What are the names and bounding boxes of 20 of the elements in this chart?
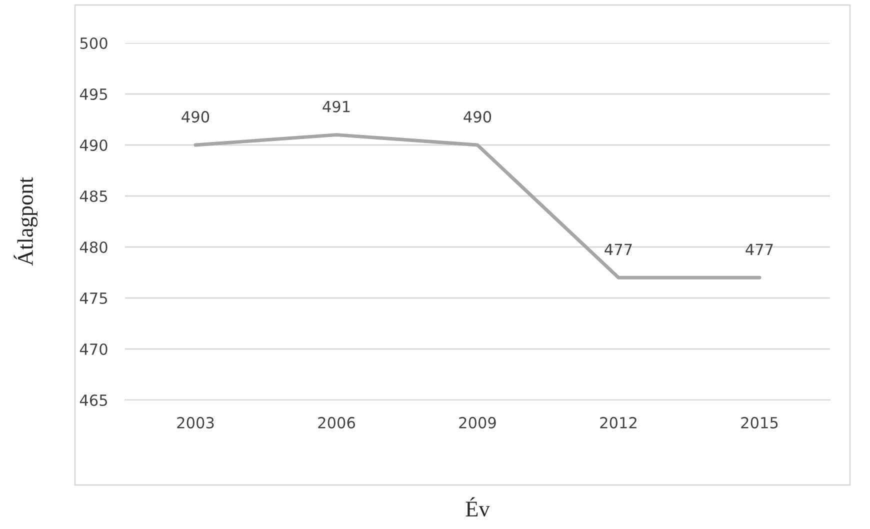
y-tick-label: 470	[80, 343, 108, 356]
x-tick-label: 2009	[459, 416, 496, 428]
y-tick-label: 465	[80, 394, 107, 406]
y-tick-label: 475	[80, 292, 107, 304]
data-label: 491	[322, 100, 350, 112]
x-tick-label: 2015	[741, 416, 778, 428]
y-axis-title: Átlagpont	[14, 177, 38, 266]
y-tick-label: 500	[80, 37, 108, 50]
y-tick-label: 480	[80, 241, 108, 254]
x-tick-label: 2003	[177, 416, 214, 428]
data-label: 477	[746, 244, 773, 255]
data-label: 477	[604, 244, 632, 255]
y-tick-label: 490	[80, 139, 108, 152]
x-tick-label: 2006	[318, 416, 355, 428]
x-axis-title: Év	[466, 497, 490, 517]
data-label: 490	[464, 111, 492, 123]
y-tick-label: 485	[80, 190, 107, 202]
x-tick-label: 2012	[600, 416, 636, 428]
y-tick-label: 495	[80, 88, 107, 100]
data-label: 490	[182, 111, 210, 123]
